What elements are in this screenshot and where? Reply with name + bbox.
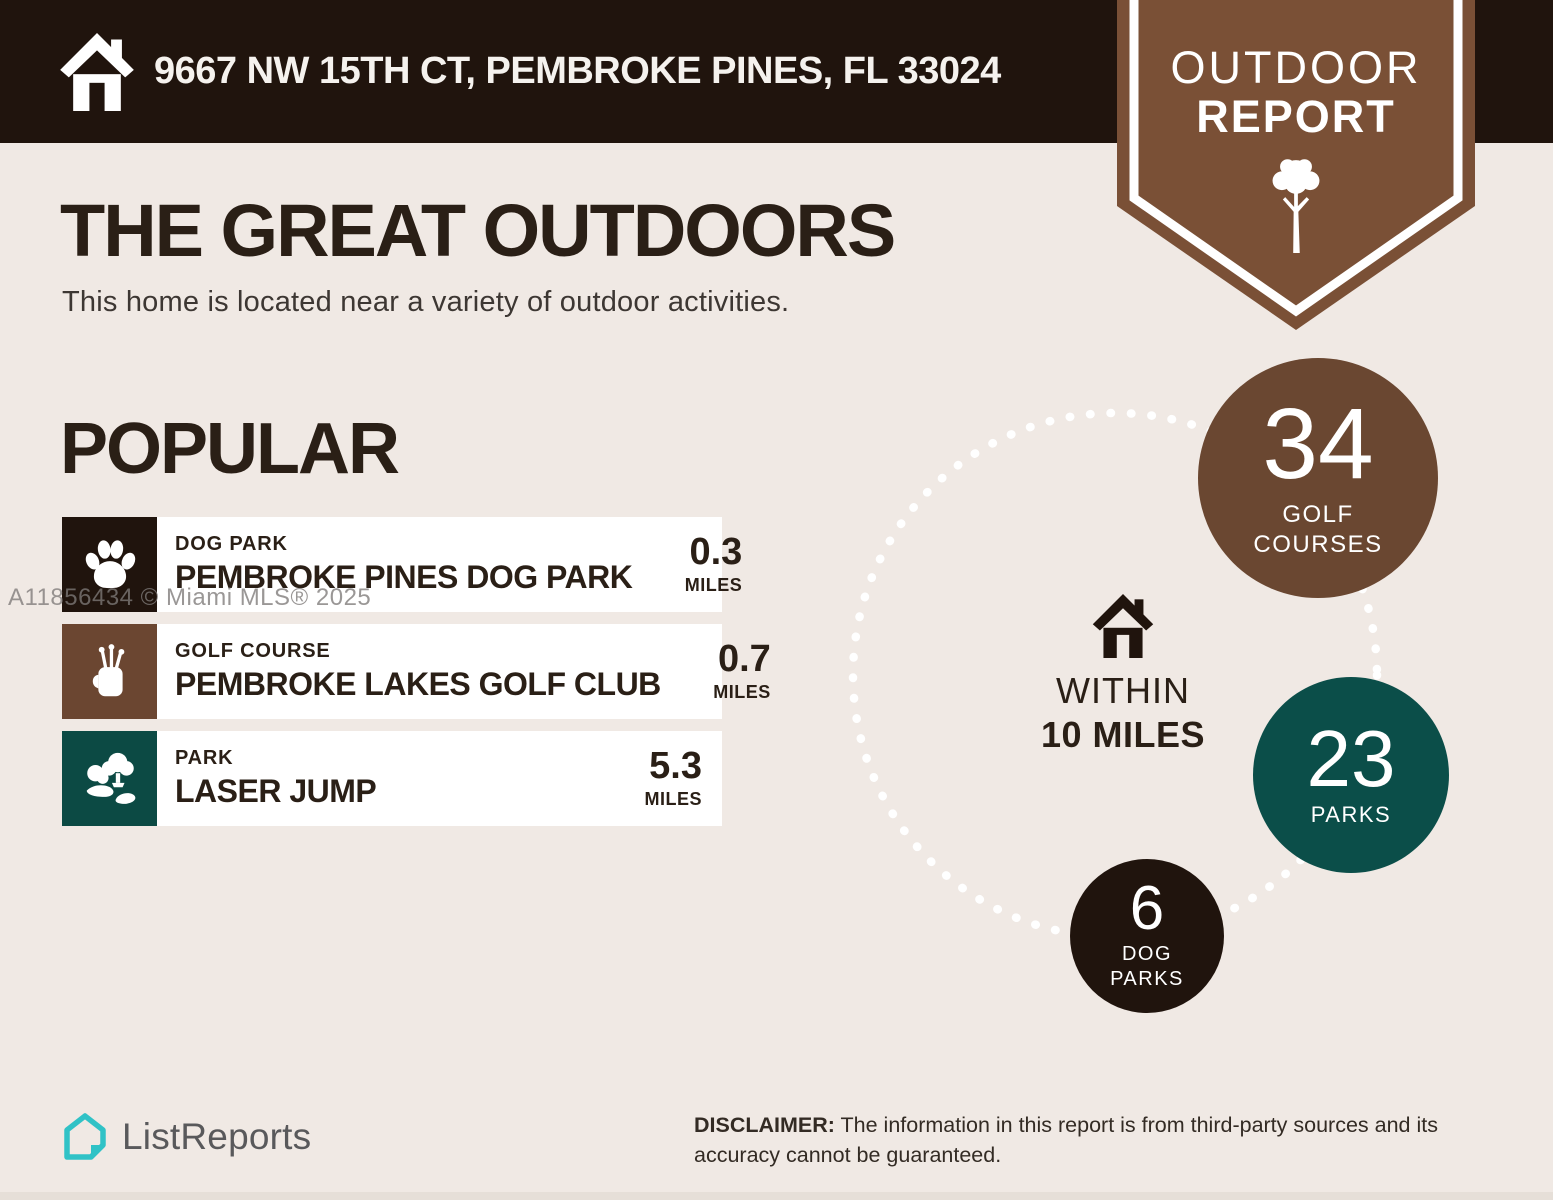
park-icon bbox=[62, 731, 157, 826]
golf-courses-label-line1: GOLF bbox=[1282, 500, 1354, 528]
poi-category: PARK bbox=[175, 747, 234, 769]
poi-name: PEMBROKE PINES DOG PARK bbox=[175, 559, 633, 595]
list-item-dog-park: DOG PARK PEMBROKE PINES DOG PARK 0.3 MIL… bbox=[62, 517, 742, 612]
list-item-park: PARK LASER JUMP 5.3 MILES bbox=[62, 731, 722, 826]
poi-distance: 0.3 bbox=[689, 531, 743, 573]
golf-bag-icon bbox=[62, 624, 157, 719]
page-subtitle: This home is located near a variety of o… bbox=[62, 286, 790, 318]
poi-category: GOLF COURSE bbox=[175, 640, 331, 662]
outdoor-report-ribbon: OUTDOOR REPORT bbox=[1117, 0, 1475, 332]
disclaimer-text: DISCLAIMER: The information in this repo… bbox=[694, 1110, 1506, 1170]
paw-icon bbox=[62, 517, 157, 612]
list-item-golf-course: GOLF COURSE PEMBROKE LAKES GOLF CLUB 0.7… bbox=[62, 624, 771, 719]
page-title: THE GREAT OUTDOORS bbox=[60, 189, 896, 272]
dog-parks-label-line2: PARKS bbox=[1110, 968, 1184, 991]
stat-bubble-golf-courses: 34 GOLF COURSES bbox=[1198, 358, 1438, 598]
poi-distance: 0.7 bbox=[717, 638, 771, 680]
home-icon bbox=[60, 33, 134, 111]
within-label: WITHIN bbox=[1056, 670, 1190, 711]
dog-parks-count: 6 bbox=[1129, 873, 1165, 943]
poi-distance-unit: MILES bbox=[684, 575, 743, 595]
stat-bubble-parks: 23 PARKS bbox=[1253, 677, 1449, 873]
disclaimer-body: The information in this report is from t… bbox=[694, 1113, 1438, 1168]
listreports-logo: ListReports bbox=[62, 1112, 311, 1162]
house-icon bbox=[1089, 594, 1157, 658]
poi-category: DOG PARK bbox=[175, 533, 288, 555]
parks-count: 23 bbox=[1306, 714, 1396, 804]
property-address: 9667 NW 15TH CT, PEMBROKE PINES, FL 3302… bbox=[154, 50, 1001, 92]
mls-watermark: A11856434 © Miami MLS® 2025 bbox=[8, 584, 372, 611]
tree-icon bbox=[1266, 152, 1326, 262]
bottom-strip bbox=[0, 1192, 1553, 1200]
parks-label: PARKS bbox=[1310, 802, 1392, 828]
ribbon-title-line1: OUTDOOR bbox=[1170, 42, 1422, 93]
poi-distance: 5.3 bbox=[649, 745, 702, 787]
poi-name: LASER JUMP bbox=[175, 773, 377, 809]
dog-parks-label-line1: DOG bbox=[1121, 943, 1173, 966]
listreports-logo-text: ListReports bbox=[122, 1116, 312, 1157]
radius-center-label: WITHIN 10 MILES bbox=[1028, 594, 1218, 756]
listreports-logo-icon bbox=[62, 1112, 108, 1162]
golf-courses-count: 34 bbox=[1262, 387, 1374, 500]
poi-name: PEMBROKE LAKES GOLF CLUB bbox=[175, 666, 661, 702]
ten-miles-label: 10 MILES bbox=[1040, 714, 1206, 755]
popular-heading: POPULAR bbox=[60, 409, 400, 489]
ribbon-title-line2: REPORT bbox=[1196, 90, 1396, 142]
stat-bubble-dog-parks: 6 DOG PARKS bbox=[1070, 859, 1224, 1013]
poi-distance-unit: MILES bbox=[713, 682, 771, 702]
poi-distance-unit: MILES bbox=[644, 789, 702, 809]
disclaimer-label: DISCLAIMER: bbox=[694, 1113, 835, 1137]
golf-courses-label-line2: COURSES bbox=[1253, 530, 1383, 558]
